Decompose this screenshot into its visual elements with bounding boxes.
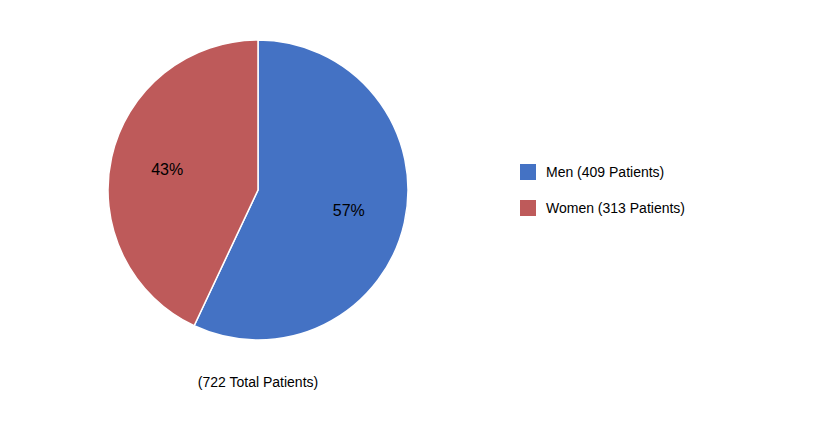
legend-label: Men (409 Patients) [546, 164, 664, 180]
pie-slice [108, 40, 258, 326]
chart-svg: 57% 43% (722 Total Patients) Men (409 Patie… [0, 0, 834, 423]
legend-label: Women (313 Patients) [546, 200, 685, 216]
legend-swatch [520, 200, 536, 216]
data-label: 57% [333, 202, 365, 219]
chart-container: 57% 43% (722 Total Patients) Men (409 Patie… [0, 0, 834, 423]
data-labels: 57% 43% [151, 161, 365, 219]
page: {"chart_data": {"type": "pie", "categori… [0, 0, 834, 423]
background [0, 0, 834, 423]
data-label: 43% [151, 161, 183, 178]
annotation: (722 Total Patients) [198, 374, 318, 390]
pie-slices [108, 40, 408, 340]
legend-swatch [520, 164, 536, 180]
legend: Men (409 Patients) Women (313 Patients) [520, 164, 685, 216]
